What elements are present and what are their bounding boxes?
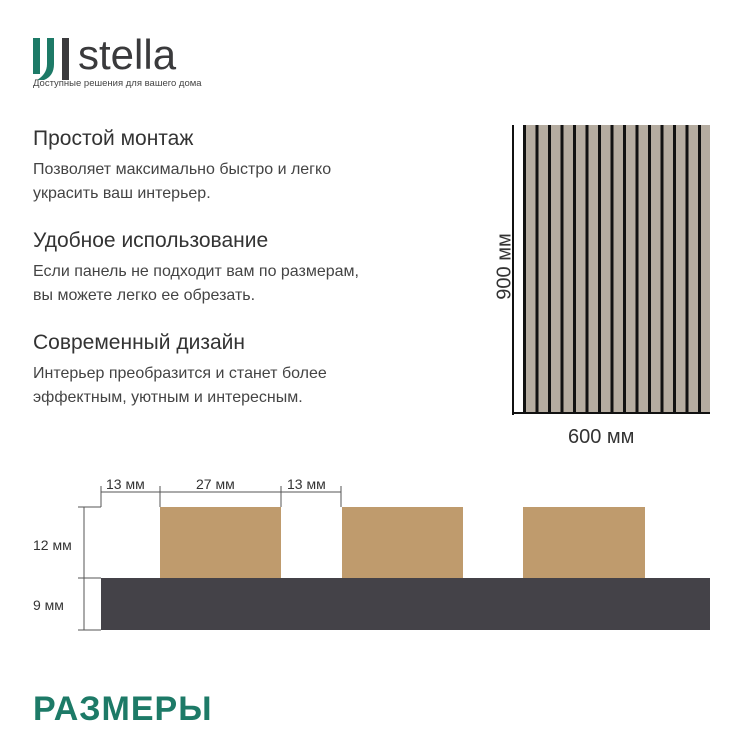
slat [342, 507, 463, 578]
profile-diagram [78, 486, 710, 631]
panel-groove [573, 125, 576, 412]
feature-title: Современный дизайн [33, 331, 245, 354]
panel-groove [535, 125, 539, 412]
panel-groove [698, 125, 701, 412]
logo-mark-icon [33, 38, 69, 80]
slat-height-label: 12 мм [33, 537, 72, 553]
panel-groove [610, 125, 614, 412]
panel-face [523, 125, 710, 412]
feature-text: Интерьер преобразится и станет более эффе… [33, 365, 327, 406]
panel-groove [685, 125, 689, 412]
slat-width-label: 27 мм [196, 476, 235, 492]
panel-groove [673, 125, 676, 412]
panel-groove [660, 125, 664, 412]
feature-text: Позволяет максимально быстро и легко укра… [33, 161, 332, 202]
panel-groove [648, 125, 651, 412]
panel-groove [585, 125, 589, 412]
feature-title: Удобное использование [33, 229, 269, 252]
base-layer [101, 578, 710, 630]
section-title: РАЗМЕРЫ [33, 690, 213, 728]
panel-groove [598, 125, 601, 412]
gap1-label: 13 мм [106, 476, 145, 492]
slat [160, 507, 281, 578]
panel-groove [635, 125, 639, 412]
panel-groove [548, 125, 551, 412]
panel-groove [623, 125, 626, 412]
logo-text: stella [78, 31, 177, 78]
gap2-label: 13 мм [287, 476, 326, 492]
panel-height-label: 900 мм [493, 233, 516, 300]
feature-text: Если панель не подходит вам по размерам,… [33, 263, 359, 304]
base-height-label: 9 мм [33, 597, 64, 613]
feature-title: Простой монтаж [33, 127, 194, 150]
panel-groove [523, 125, 526, 412]
panel-groove [560, 125, 564, 412]
tagline: Доступные решения для вашего дома [33, 78, 202, 89]
panel-width-label: 600 мм [568, 426, 635, 448]
slat [523, 507, 645, 578]
panel-illustration [512, 125, 710, 415]
